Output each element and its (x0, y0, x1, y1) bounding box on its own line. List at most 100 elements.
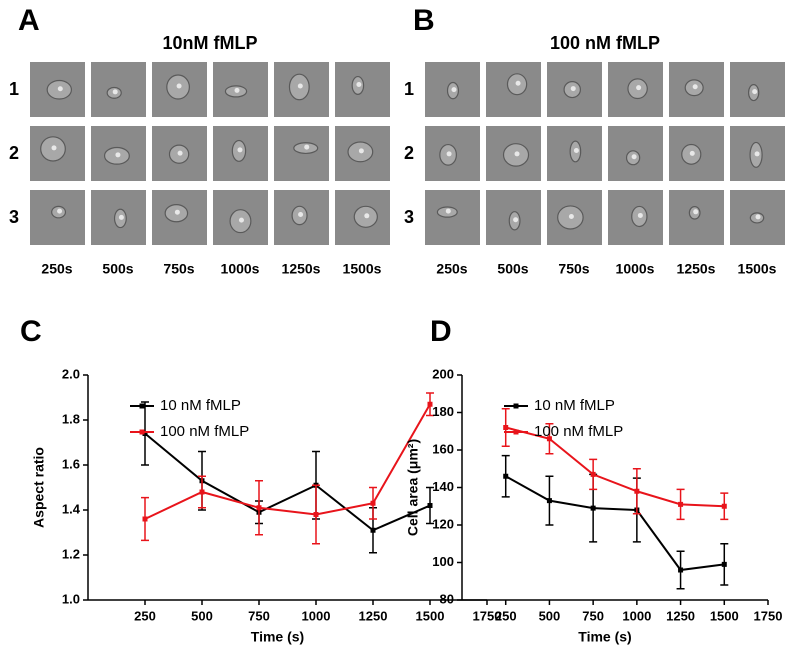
data-point (721, 561, 727, 567)
cell-highlight (451, 87, 457, 93)
column-label: 250s (41, 261, 72, 277)
series-line (144, 403, 431, 520)
data-point (427, 503, 433, 508)
panel-letter: A (18, 4, 40, 37)
y-tick-label: 140 (432, 479, 454, 494)
cell-highlight (693, 209, 699, 215)
data-point (427, 401, 433, 407)
cell-highlight (364, 213, 370, 219)
y-tick-label: 180 (432, 404, 454, 419)
cell-highlight (570, 86, 576, 92)
cell-highlight (112, 89, 118, 95)
data-point (590, 505, 596, 511)
row-label: 2 (404, 143, 414, 163)
data-point (503, 425, 509, 430)
cell-highlight (304, 144, 310, 150)
panel-letter: B (413, 4, 435, 37)
x-tick-label: 1000 (622, 608, 651, 623)
series-line (505, 475, 725, 572)
cell-highlight (754, 151, 760, 157)
x-tick-label: 750 (248, 608, 270, 623)
cell-highlight (573, 147, 579, 153)
cell-highlight (445, 208, 451, 214)
x-tick-label: 1500 (416, 608, 445, 623)
data-point (678, 567, 684, 573)
cell-highlight (176, 83, 182, 89)
data-point (678, 501, 684, 507)
y-tick-label: 2.0 (62, 366, 80, 381)
column-label: 500s (497, 261, 528, 277)
series-line (144, 432, 431, 532)
cell-highlight (356, 81, 362, 87)
series-line (505, 426, 725, 508)
x-tick-label: 1500 (710, 608, 739, 623)
column-label: 250s (436, 261, 467, 277)
panel-title: 100 nM fMLP (550, 33, 660, 53)
y-axis-label: Cell area (μm²) (405, 439, 421, 536)
column-label: 750s (163, 261, 194, 277)
cell-highlight (631, 154, 637, 160)
column-label: 750s (558, 261, 589, 277)
micrograph (425, 190, 480, 245)
cell-highlight (513, 217, 519, 223)
panel-letter: C (20, 315, 42, 348)
cell-highlight (297, 83, 303, 89)
cell-highlight (358, 148, 364, 154)
legend-label: 10 nM fMLP (160, 397, 241, 414)
legend-marker (513, 403, 519, 409)
cell-highlight (234, 87, 240, 93)
cell-highlight (568, 213, 574, 219)
legend-marker (139, 429, 145, 435)
panel-title: 10nM fMLP (162, 33, 257, 53)
data-point (142, 516, 148, 522)
y-tick-label: 1.8 (62, 411, 80, 426)
data-point (313, 512, 319, 517)
x-axis-label: Time (s) (251, 629, 304, 645)
cell-highlight (177, 150, 183, 156)
column-label: 1250s (677, 261, 716, 277)
row-label: 2 (9, 143, 19, 163)
x-tick-label: 1250 (359, 608, 388, 623)
row-label: 3 (404, 207, 414, 227)
data-point (546, 436, 552, 442)
data-point (370, 527, 376, 533)
cell-highlight (57, 86, 63, 92)
data-point (546, 498, 552, 504)
legend-marker (513, 429, 519, 435)
row-label: 3 (9, 207, 19, 227)
cell-highlight (237, 147, 243, 153)
y-tick-label: 200 (432, 366, 454, 381)
cell-highlight (298, 211, 304, 217)
y-tick-label: 120 (432, 516, 454, 531)
row-label: 1 (404, 79, 414, 99)
column-label: 1250s (282, 261, 321, 277)
y-tick-label: 1.2 (62, 546, 80, 561)
cell-highlight (115, 152, 121, 158)
x-tick-label: 750 (582, 608, 604, 623)
legend-label: 100 nM fMLP (160, 423, 249, 440)
x-axis-label: Time (s) (578, 629, 631, 645)
x-tick-label: 1750 (473, 608, 502, 623)
cell-highlight (637, 212, 643, 218)
x-tick-label: 1000 (302, 608, 331, 623)
data-point (256, 505, 262, 511)
x-tick-label: 1750 (754, 608, 783, 623)
y-tick-label: 1.4 (62, 501, 81, 516)
panel-letter: D (430, 315, 452, 348)
column-label: 1000s (221, 261, 260, 277)
y-tick-label: 160 (432, 441, 454, 456)
y-tick-label: 100 (432, 554, 454, 569)
cell-highlight (118, 214, 124, 220)
y-tick-label: 1.0 (62, 591, 80, 606)
cell-highlight (174, 209, 180, 215)
column-label: 1500s (738, 261, 777, 277)
data-point (721, 503, 727, 509)
data-point (503, 473, 509, 479)
legend-marker (139, 403, 145, 409)
cell-highlight (514, 151, 520, 157)
data-point (590, 471, 596, 477)
cell-highlight (689, 150, 695, 156)
row-label: 1 (9, 79, 19, 99)
data-point (370, 500, 376, 506)
